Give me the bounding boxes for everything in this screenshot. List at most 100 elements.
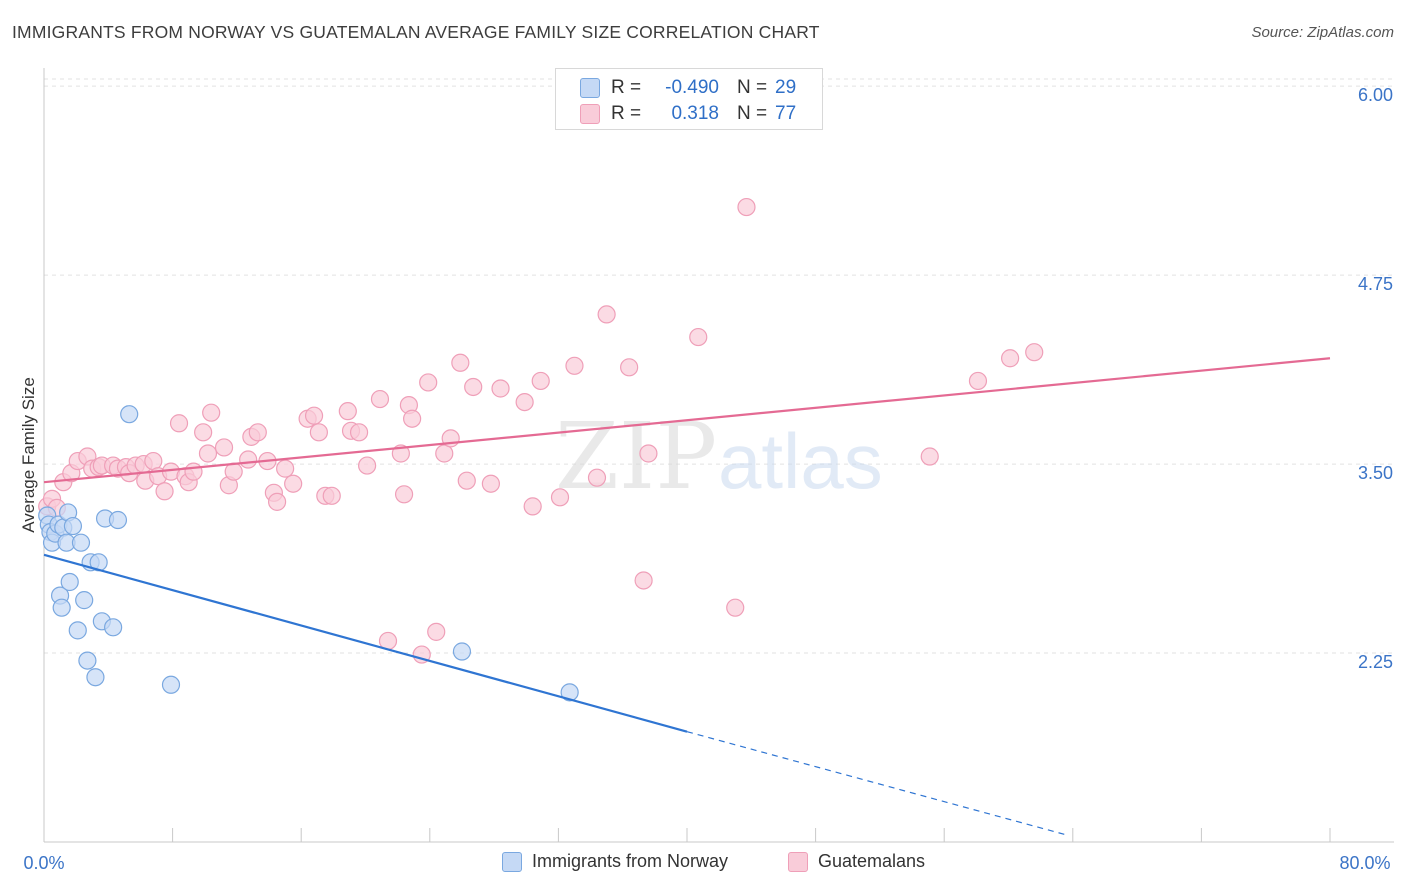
data-point-blue xyxy=(560,683,579,702)
data-point-pink xyxy=(550,488,570,507)
grid-layer xyxy=(44,78,1394,654)
data-point-pink xyxy=(394,485,414,504)
data-point-pink xyxy=(726,598,745,617)
data-point-pink xyxy=(531,371,550,391)
data-point-blue xyxy=(86,668,105,687)
legend-swatch-pink xyxy=(580,104,600,124)
data-point-pink xyxy=(322,486,341,505)
data-point-pink xyxy=(194,423,213,442)
legend-r-value: -0.490 xyxy=(665,77,719,98)
data-point-blue xyxy=(104,618,123,637)
legend-item-guatemalans: Guatemalans xyxy=(788,851,925,872)
data-point-pink xyxy=(737,197,756,217)
data-point-pink xyxy=(276,459,295,478)
data-point-pink xyxy=(689,327,708,347)
data-point-pink xyxy=(224,462,243,481)
data-point-pink xyxy=(427,622,446,641)
data-point-pink xyxy=(370,389,390,409)
data-point-pink xyxy=(587,468,607,487)
data-point-blue xyxy=(68,621,87,640)
data-point-blue xyxy=(78,651,97,670)
data-point-pink xyxy=(419,373,438,392)
legend-row-blue: R = -0.490 N = 29 xyxy=(580,77,796,99)
data-point-pink xyxy=(639,444,658,463)
top-legend: R = -0.490 N = 29 R = 0.318 N = 77 xyxy=(555,68,823,130)
y-tick-label: 3.50 xyxy=(1358,463,1393,483)
data-point-blue xyxy=(60,572,79,592)
data-point-pink xyxy=(620,358,639,377)
chart-source: Source: ZipAtlas.com xyxy=(1251,24,1394,41)
legend-swatch-pink xyxy=(788,851,808,872)
legend-r-value: 0.318 xyxy=(671,103,719,124)
data-point-pink xyxy=(309,423,328,442)
data-point-blue xyxy=(108,510,128,530)
data-point-blue xyxy=(75,591,94,610)
legend-label-norway: Immigrants from Norway xyxy=(532,851,729,871)
legend-n-value: 29 xyxy=(775,77,797,98)
legend-r-label: R = xyxy=(611,103,642,124)
x-tick-label: 80.0% xyxy=(1339,853,1390,873)
points-layer xyxy=(38,197,1044,702)
data-point-pink xyxy=(523,497,542,516)
data-point-pink xyxy=(338,402,357,421)
data-point-blue xyxy=(71,533,91,552)
y-tick-label: 2.25 xyxy=(1358,652,1393,672)
legend-n-value: 77 xyxy=(775,103,797,124)
data-point-pink xyxy=(1025,343,1044,362)
data-point-pink xyxy=(403,409,422,428)
data-point-pink xyxy=(198,444,218,463)
data-point-pink xyxy=(1001,349,1020,368)
data-point-pink xyxy=(202,403,221,422)
data-point-pink xyxy=(267,492,287,511)
data-point-pink xyxy=(481,474,500,493)
data-point-pink xyxy=(457,471,476,490)
trend-line-norway-extension xyxy=(686,731,1065,836)
legend-n-label: N = xyxy=(737,103,768,124)
data-point-pink xyxy=(239,450,258,469)
data-point-blue xyxy=(452,642,472,661)
watermark-atlas: atlas xyxy=(718,417,883,505)
data-point-pink xyxy=(214,438,234,457)
data-point-pink xyxy=(451,353,470,372)
chart-title: IMMIGRANTS FROM NORWAY VS GUATEMALAN AVE… xyxy=(12,22,820,42)
watermark: ZIP atlas xyxy=(555,403,883,510)
legend-row-pink: R = 0.318 N = 77 xyxy=(580,103,796,125)
data-point-pink xyxy=(349,423,369,442)
x-tick-label: 0.0% xyxy=(23,853,64,873)
data-point-pink xyxy=(284,474,303,493)
data-point-pink xyxy=(358,456,377,475)
trend-layer xyxy=(43,357,1331,836)
legend-swatch-blue xyxy=(502,851,522,872)
data-point-pink xyxy=(464,377,483,397)
trend-line-norway xyxy=(43,553,688,733)
y-tick-label: 6.00 xyxy=(1358,85,1393,105)
data-point-pink xyxy=(304,406,324,425)
data-point-pink xyxy=(491,379,510,398)
data-point-pink xyxy=(169,414,189,433)
data-point-pink xyxy=(184,462,203,481)
data-point-pink xyxy=(515,392,534,412)
data-point-pink xyxy=(144,451,163,471)
y-tick-label: 4.75 xyxy=(1358,274,1393,294)
data-point-pink xyxy=(155,482,174,501)
data-point-blue xyxy=(52,598,71,617)
legend-label-guatemalans: Guatemalans xyxy=(818,851,926,871)
bottom-legend: Immigrants from Norway Guatemalans xyxy=(0,851,1406,879)
data-point-pink xyxy=(920,447,939,466)
legend-n-label: N = xyxy=(737,77,768,98)
data-point-pink xyxy=(597,305,616,324)
axis-layer: 2.25 3.50 4.75 6.00 0.0% 80.0% xyxy=(23,68,1394,873)
data-point-pink xyxy=(968,371,988,391)
data-point-pink xyxy=(565,356,584,375)
data-point-blue xyxy=(161,675,181,694)
legend-swatch-blue xyxy=(580,78,600,98)
data-point-pink xyxy=(634,571,653,590)
data-point-blue xyxy=(63,516,83,536)
legend-item-norway: Immigrants from Norway xyxy=(502,851,728,872)
y-axis-label: Average Family Size xyxy=(19,377,38,533)
trend-line-guatemalans xyxy=(43,357,1331,484)
data-point-pink xyxy=(248,423,267,442)
data-point-pink xyxy=(435,444,454,463)
legend-r-label: R = xyxy=(611,77,642,98)
